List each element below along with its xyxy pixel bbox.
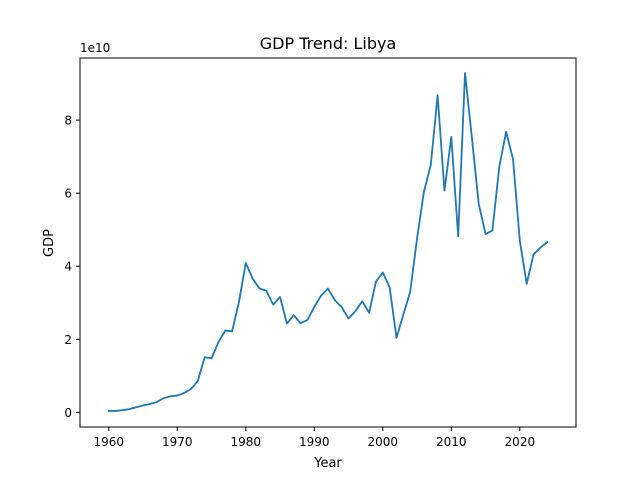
y-tick-label: 8	[64, 114, 72, 128]
y-offset-label: 1e10	[80, 41, 110, 55]
x-tick-label: 2010	[436, 435, 467, 449]
x-axis-label: Year	[313, 456, 342, 471]
x-tick-label: 1990	[299, 435, 330, 449]
chart-title: GDP Trend: Libya	[260, 34, 397, 53]
x-axis-ticks: 1960 1970 1980 1990 2000 2010 2020	[94, 427, 536, 449]
y-axis-label: GDP	[42, 229, 57, 257]
plot-area-frame	[79, 57, 577, 428]
y-axis-ticks: 0 2 4 6 8	[64, 114, 80, 420]
x-tick-label: 1960	[94, 435, 125, 449]
series-layer	[107, 72, 549, 412]
y-tick-label: 4	[64, 260, 72, 274]
gdp-series-line	[107, 72, 549, 412]
x-tick-label: 1980	[231, 435, 262, 449]
y-tick-label: 0	[64, 406, 72, 420]
x-tick-label: 2020	[505, 435, 536, 449]
x-tick-label: 2000	[368, 435, 399, 449]
y-tick-label: 2	[64, 333, 72, 347]
x-tick-label: 1970	[162, 435, 193, 449]
y-tick-label: 6	[64, 187, 72, 201]
